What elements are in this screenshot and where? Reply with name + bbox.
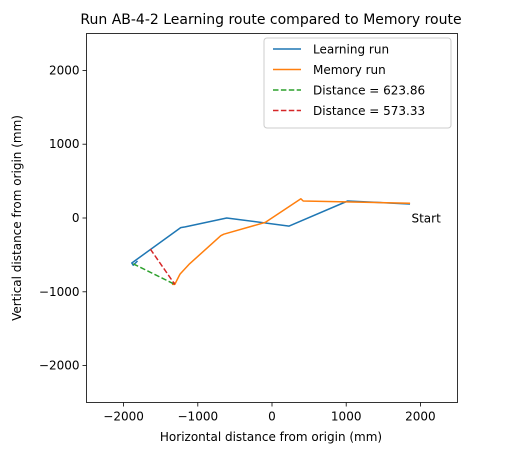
x-axis-label: Horizontal distance from origin (mm): [160, 430, 382, 444]
series-line-1: [131, 200, 411, 266]
chart-title: Run AB-4-2 Learning route compared to Me…: [80, 12, 461, 28]
legend-entry-label: Distance = 573.33: [313, 104, 425, 118]
y-tick-label: 2000: [49, 63, 80, 77]
series-line-3: [132, 263, 176, 286]
x-tick-label: 0: [268, 410, 276, 424]
y-axis-label: Vertical distance from origin (mm): [10, 115, 24, 321]
y-tick-label: 1000: [49, 137, 80, 151]
x-axis-ticks: −2000 −1000 0 1000 2000: [103, 402, 436, 424]
x-tick-label: −1000: [178, 410, 219, 424]
start-annotation: Start: [411, 211, 441, 225]
series-line-2: [171, 198, 411, 286]
plot-series: [131, 198, 411, 286]
y-axis-ticks: −2000 −1000 0 1000 2000: [39, 63, 87, 373]
y-tick-label: −2000: [39, 359, 80, 373]
legend-entry-label: Memory run: [313, 63, 386, 77]
y-tick-label: 0: [72, 211, 80, 225]
series-line-4: [149, 248, 176, 285]
x-tick-label: 1000: [331, 410, 362, 424]
plot-frame: [86, 33, 458, 403]
x-tick-label: 2000: [405, 410, 436, 424]
legend-entry-label: Learning run: [313, 43, 389, 57]
legend: Learning run Memory run Distance = 623.86 D…: [263, 37, 452, 129]
legend-box: [263, 37, 452, 129]
annotations: Start: [411, 211, 441, 225]
y-tick-label: −1000: [39, 285, 80, 299]
legend-entry-label: Distance = 623.86: [313, 84, 425, 98]
x-tick-label: −2000: [103, 410, 144, 424]
